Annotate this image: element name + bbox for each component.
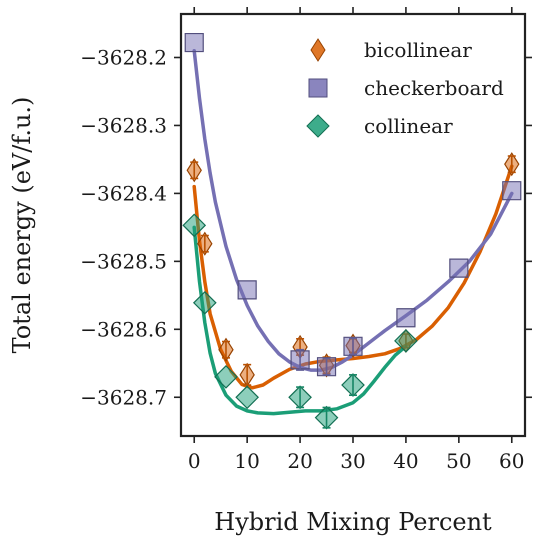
checkerboard-point xyxy=(396,308,416,328)
x-tick-label: 10 xyxy=(234,449,259,473)
bicollinear-error-bar xyxy=(507,155,516,174)
y-tick-label: −3628.2 xyxy=(80,45,167,69)
collinear-error-bar xyxy=(322,406,331,429)
x-axis-label: Hybrid Mixing Percent xyxy=(214,508,492,536)
collinear-error-bar xyxy=(349,374,357,397)
x-tick-label: 60 xyxy=(499,449,524,473)
checkerboard-point xyxy=(237,280,257,300)
legend-item-collinear: collinear xyxy=(306,114,453,138)
checkerboard-error-bar xyxy=(296,348,305,371)
legend-marker-bicollinear xyxy=(310,38,326,62)
collinear-fit-line xyxy=(192,225,408,416)
legend-marker-collinear xyxy=(306,114,330,138)
bicollinear-error-bar xyxy=(243,363,252,386)
x-tick-label: 40 xyxy=(393,449,418,473)
legend-item-bicollinear: bicollinear xyxy=(310,38,472,62)
collinear-point xyxy=(394,329,418,353)
x-tick-label: 20 xyxy=(287,449,312,473)
x-tick-label: 0 xyxy=(188,449,201,473)
x-tick-label: 50 xyxy=(446,449,471,473)
bicollinear-error-bar xyxy=(200,234,209,253)
fit-curves xyxy=(192,48,514,416)
legend-label-collinear: collinear xyxy=(364,114,453,138)
y-axis-label: Total energy (eV/f.u.) xyxy=(8,97,36,354)
legend-label-checkerboard: checkerboard xyxy=(364,76,504,100)
collinear-point xyxy=(182,213,207,238)
axis-ticks: 0 10 20 30 40 50 60 −3628.2 −3628.3 −3628.4 −3628.… xyxy=(80,7,532,473)
checkerboard-point xyxy=(184,32,204,53)
collinear-error-bar xyxy=(296,386,305,409)
y-tick-label: −3628.3 xyxy=(80,113,167,137)
legend-item-checkerboard: checkerboard xyxy=(308,76,504,100)
checkerboard-error-bar xyxy=(349,337,357,356)
legend-label-bicollinear: bicollinear xyxy=(364,38,472,62)
collinear-point xyxy=(192,290,217,315)
legend-marker-checkerboard xyxy=(308,78,328,98)
collinear-point xyxy=(214,365,238,389)
bicollinear-error-bar xyxy=(190,161,199,180)
y-tick-label: −3628.7 xyxy=(80,385,167,409)
x-tick-label: 30 xyxy=(340,449,365,473)
y-tick-label: −3628.4 xyxy=(80,181,167,205)
y-tick-label: −3628.5 xyxy=(80,249,167,273)
bicollinear-error-bar xyxy=(221,340,230,359)
checkerboard-error-bar xyxy=(322,357,331,376)
checkerboard-point xyxy=(502,181,522,201)
data-points xyxy=(182,32,522,430)
y-tick-label: −3628.6 xyxy=(80,317,167,341)
checkerboard-point xyxy=(449,258,469,278)
collinear-point xyxy=(235,385,260,410)
legend: bicollinear checkerboard collinear xyxy=(306,38,504,138)
